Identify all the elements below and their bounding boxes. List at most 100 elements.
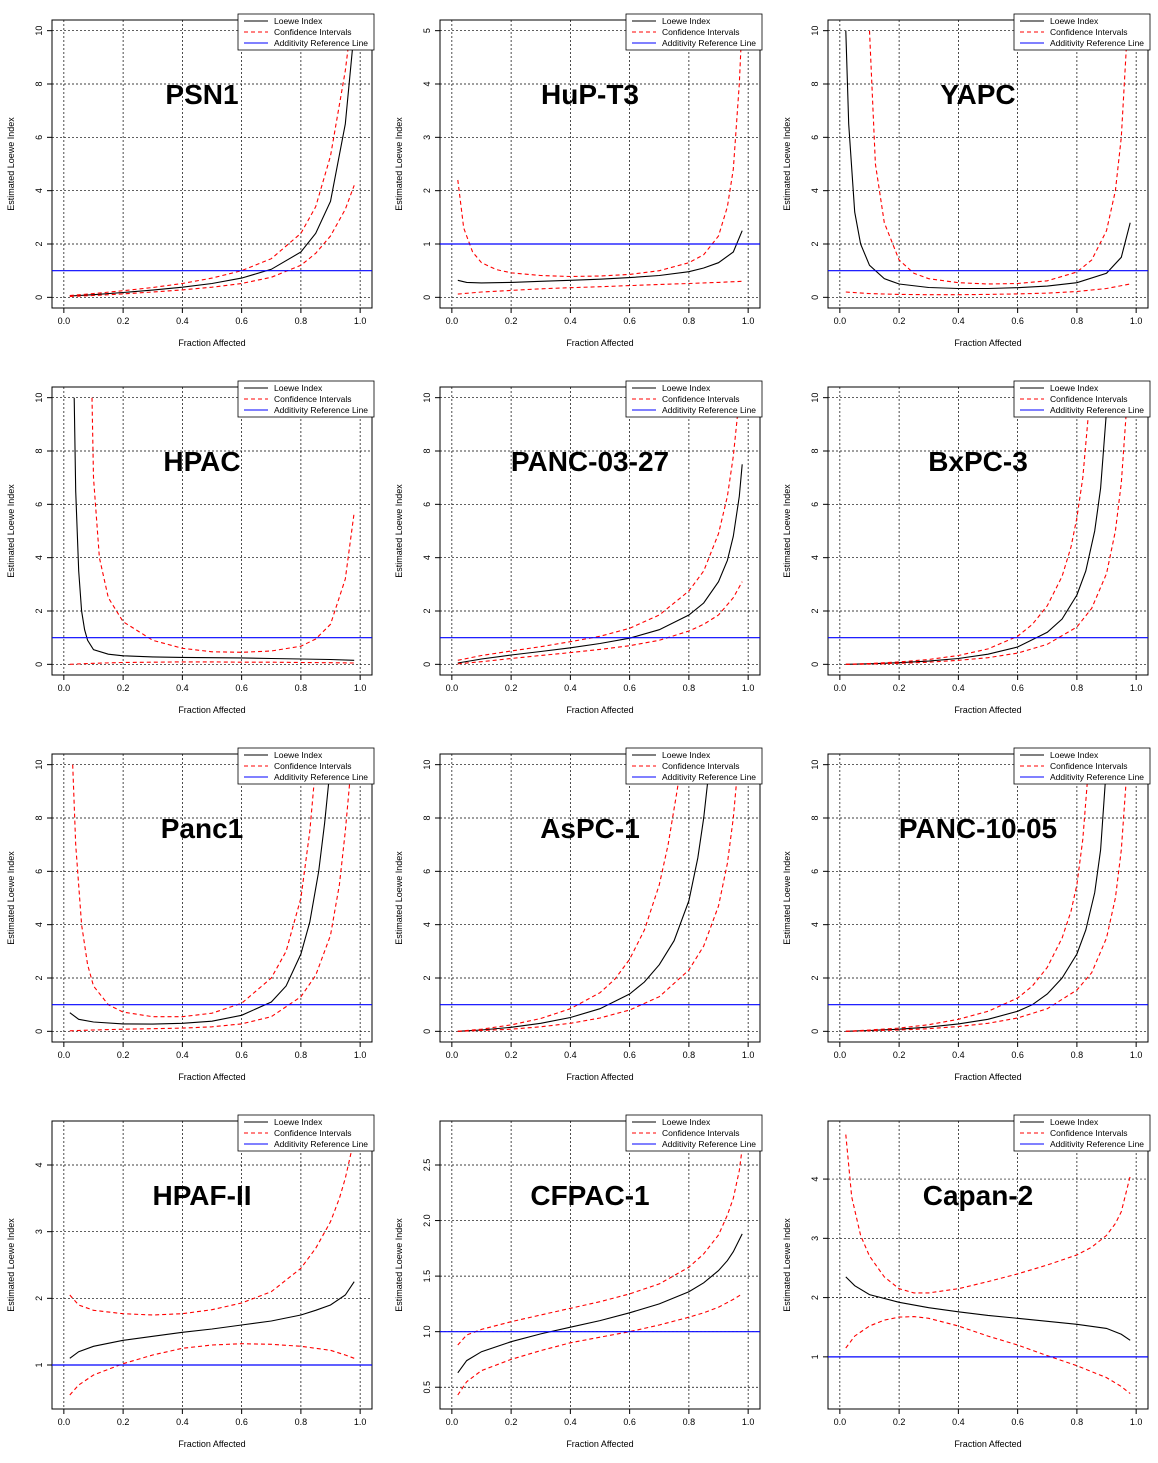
cell-line-label: PANC-03-27 — [511, 446, 669, 477]
x-tick-label: 0.8 — [295, 1417, 308, 1427]
y-tick-label: 2 — [422, 608, 432, 613]
y-tick-label: 3 — [422, 135, 432, 140]
cell-line-label: PANC-10-05 — [899, 813, 1057, 844]
legend-entry: Additivity Reference Line — [662, 1139, 756, 1149]
x-tick-label: 0.4 — [952, 1050, 965, 1060]
x-tick-label: 0.0 — [446, 1417, 459, 1427]
x-tick-label: 1.0 — [742, 1050, 755, 1060]
chart-panel: 0.0 0.2 0.4 0.6 0.8 1.0 0 2 4 6 8 10 Fraction Affect… — [6, 380, 375, 715]
y-tick-label: 10 — [34, 393, 44, 403]
x-tick-label: 0.4 — [564, 1050, 577, 1060]
y-tick-label: 8 — [34, 815, 44, 820]
y-tick-label: 2 — [34, 241, 44, 246]
loewe-index-line — [69, 30, 355, 297]
y-tick-label: 1 — [34, 1362, 44, 1367]
loewe-index-line — [845, 410, 1108, 665]
y-tick-label: 2 — [422, 188, 432, 193]
legend-entry: Additivity Reference Line — [274, 38, 368, 48]
x-axis-title: Fraction Affected — [954, 705, 1021, 715]
x-tick-label: 0.6 — [1011, 316, 1024, 326]
confidence-interval-line — [457, 1293, 743, 1396]
series-group — [828, 1134, 1148, 1395]
x-tick-label: 0.4 — [176, 683, 189, 693]
x-axis-title: Fraction Affected — [954, 338, 1021, 348]
loewe-index-line — [457, 1233, 743, 1374]
plot-frame — [827, 386, 1149, 676]
legend-entry: Confidence Intervals — [274, 394, 352, 404]
y-axis-title: Estimated Loewe Index — [782, 117, 792, 211]
confidence-interval-line — [845, 283, 1131, 296]
x-tick-label: 0.2 — [117, 683, 130, 693]
x-tick-label: 0.6 — [235, 316, 248, 326]
y-tick-label: 4 — [810, 1177, 820, 1182]
x-tick-label: 0.6 — [235, 1417, 248, 1427]
series-group — [828, 397, 1148, 665]
x-tick-label: 0.8 — [295, 683, 308, 693]
legend-entry: Confidence Intervals — [662, 761, 740, 771]
y-tick-label: 1.0 — [422, 1325, 432, 1338]
legend-entry: Confidence Intervals — [662, 1128, 740, 1138]
y-axis-title: Estimated Loewe Index — [394, 1218, 404, 1312]
x-tick-label: 0.8 — [683, 1417, 696, 1427]
legend-entry: Confidence Intervals — [1050, 27, 1128, 37]
y-tick-label: 0 — [422, 1029, 432, 1034]
loewe-index-line — [845, 1276, 1131, 1341]
series-group — [52, 397, 372, 665]
y-tick-label: 2 — [810, 1295, 820, 1300]
x-tick-label: 0.6 — [623, 1417, 636, 1427]
x-tick-label: 1.0 — [354, 316, 367, 326]
series-group — [52, 1134, 372, 1396]
x-tick-label: 0.6 — [1011, 683, 1024, 693]
y-tick-label: 0 — [810, 662, 820, 667]
y-tick-label: 6 — [34, 869, 44, 874]
legend-entry: Additivity Reference Line — [274, 772, 368, 782]
y-tick-label: 1.5 — [422, 1270, 432, 1283]
plot-frame — [827, 1120, 1149, 1410]
x-tick-label: 0.0 — [446, 1050, 459, 1060]
x-tick-label: 0.8 — [683, 1050, 696, 1060]
confidence-interval-line — [457, 20, 743, 278]
y-tick-label: 10 — [810, 760, 820, 770]
x-tick-label: 0.0 — [834, 1050, 847, 1060]
x-tick-label: 1.0 — [742, 316, 755, 326]
x-axis-title: Fraction Affected — [566, 1439, 633, 1449]
chart-panel: 0.0 0.2 0.4 0.6 0.8 1.0 0 2 4 6 8 10 Fraction Affect… — [6, 13, 375, 348]
loewe-index-line — [457, 464, 743, 664]
x-axis-title: Fraction Affected — [178, 1439, 245, 1449]
plot-frame — [439, 753, 761, 1043]
y-tick-label: 8 — [810, 81, 820, 86]
y-tick-label: 4 — [810, 188, 820, 193]
loewe-index-line — [73, 397, 355, 661]
y-tick-label: 2 — [810, 975, 820, 980]
y-tick-label: 4 — [34, 555, 44, 560]
x-tick-label: 1.0 — [742, 683, 755, 693]
y-tick-label: 4 — [810, 922, 820, 927]
loewe-index-line — [69, 764, 332, 1025]
chart-panel: 0.0 0.2 0.4 0.6 0.8 1.0 1 2 3 4 Fraction Affected E… — [6, 1114, 375, 1449]
y-tick-label: 2 — [34, 975, 44, 980]
x-tick-label: 0.0 — [834, 683, 847, 693]
legend-entry: Loewe Index — [274, 1117, 323, 1127]
y-tick-label: 6 — [34, 502, 44, 507]
series-group — [440, 1148, 760, 1396]
x-tick-label: 0.8 — [683, 316, 696, 326]
x-axis-title: Fraction Affected — [566, 338, 633, 348]
x-tick-label: 0.0 — [834, 1417, 847, 1427]
confidence-interval-line — [69, 185, 355, 298]
x-tick-label: 0.8 — [295, 316, 308, 326]
legend-box — [1013, 380, 1151, 418]
x-tick-label: 0.2 — [893, 316, 906, 326]
y-tick-label: 8 — [810, 815, 820, 820]
series-group — [440, 754, 760, 1032]
y-tick-label: 2.5 — [422, 1159, 432, 1172]
plot-frame — [51, 19, 373, 309]
cell-line-label: Capan-2 — [923, 1180, 1033, 1211]
x-axis-title: Fraction Affected — [954, 1072, 1021, 1082]
legend-entry: Loewe Index — [662, 16, 711, 26]
x-tick-label: 0.8 — [295, 1050, 308, 1060]
y-tick-label: 0 — [422, 662, 432, 667]
legend-entry: Additivity Reference Line — [662, 405, 756, 415]
series-group — [440, 397, 760, 665]
x-tick-label: 0.2 — [505, 1417, 518, 1427]
